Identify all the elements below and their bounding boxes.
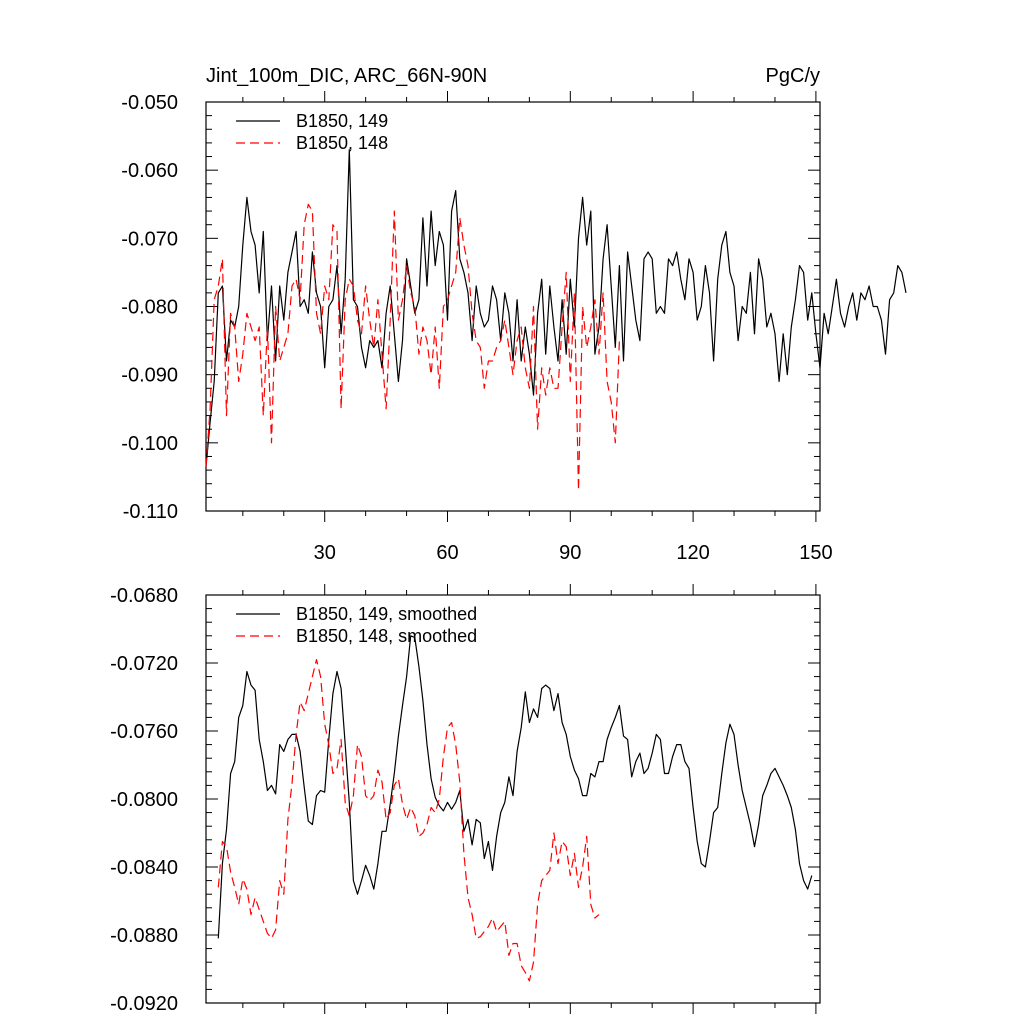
y-tick-label: -0.080 bbox=[121, 297, 178, 319]
x-tick-label: 30 bbox=[314, 542, 336, 564]
y-tick-label: -0.050 bbox=[121, 92, 178, 114]
plot-frame bbox=[205, 594, 821, 1004]
x-tick-label: 60 bbox=[436, 542, 458, 564]
series-line-2 bbox=[217, 658, 600, 982]
plot-frame bbox=[205, 101, 821, 512]
y-tick-label: -0.0680 bbox=[110, 585, 178, 607]
legend-label: B1850, 148, smoothed bbox=[296, 626, 477, 646]
x-tick-label: 90 bbox=[559, 542, 581, 564]
y-tick-label: -0.0760 bbox=[110, 721, 178, 743]
y-tick-label: -0.0720 bbox=[110, 653, 178, 675]
legend-label: B1850, 149, smoothed bbox=[296, 604, 477, 624]
y-tick-label: -0.0800 bbox=[110, 789, 178, 811]
series-line-1 bbox=[217, 635, 813, 939]
y-tick-label: -0.0920 bbox=[110, 993, 178, 1015]
x-tick-label: 120 bbox=[676, 542, 709, 564]
y-tick-label: -0.060 bbox=[121, 160, 178, 182]
y-tick-label: -0.0840 bbox=[110, 857, 178, 879]
y-tick-label: -0.090 bbox=[121, 365, 178, 387]
y-tick-label: -0.070 bbox=[121, 228, 178, 250]
y-tick-label: -0.110 bbox=[123, 501, 178, 523]
series-line-1 bbox=[205, 149, 907, 467]
y-tick-label: -0.0880 bbox=[110, 925, 178, 947]
legend-label: B1850, 148 bbox=[296, 133, 388, 153]
y-tick-label: -0.100 bbox=[121, 433, 178, 455]
x-tick-label: 150 bbox=[799, 542, 832, 564]
series-line-2 bbox=[205, 203, 620, 492]
top-panel: -0.110 -0.100 -0.090 -0.080 -0.070 -0.060 -0.0… bbox=[121, 65, 907, 564]
units-label: PgC/y bbox=[766, 65, 820, 87]
chart-title: Jint_100m_DIC, ARC_66N-90N bbox=[206, 65, 487, 87]
bottom-panel: -0.0920 -0.0880 -0.0840 -0.0800 -0.0760 -0.07… bbox=[110, 584, 821, 1015]
legend-label: B1850, 149 bbox=[296, 111, 388, 131]
